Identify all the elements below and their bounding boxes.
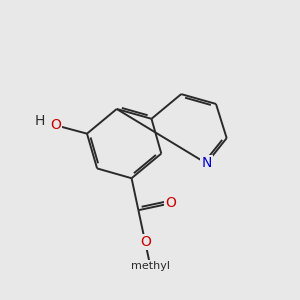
Text: O: O xyxy=(140,235,151,249)
Text: methyl: methyl xyxy=(131,261,170,271)
Text: N: N xyxy=(201,156,212,170)
Text: H: H xyxy=(34,114,45,128)
Text: O: O xyxy=(165,196,176,210)
Text: O: O xyxy=(50,118,61,132)
